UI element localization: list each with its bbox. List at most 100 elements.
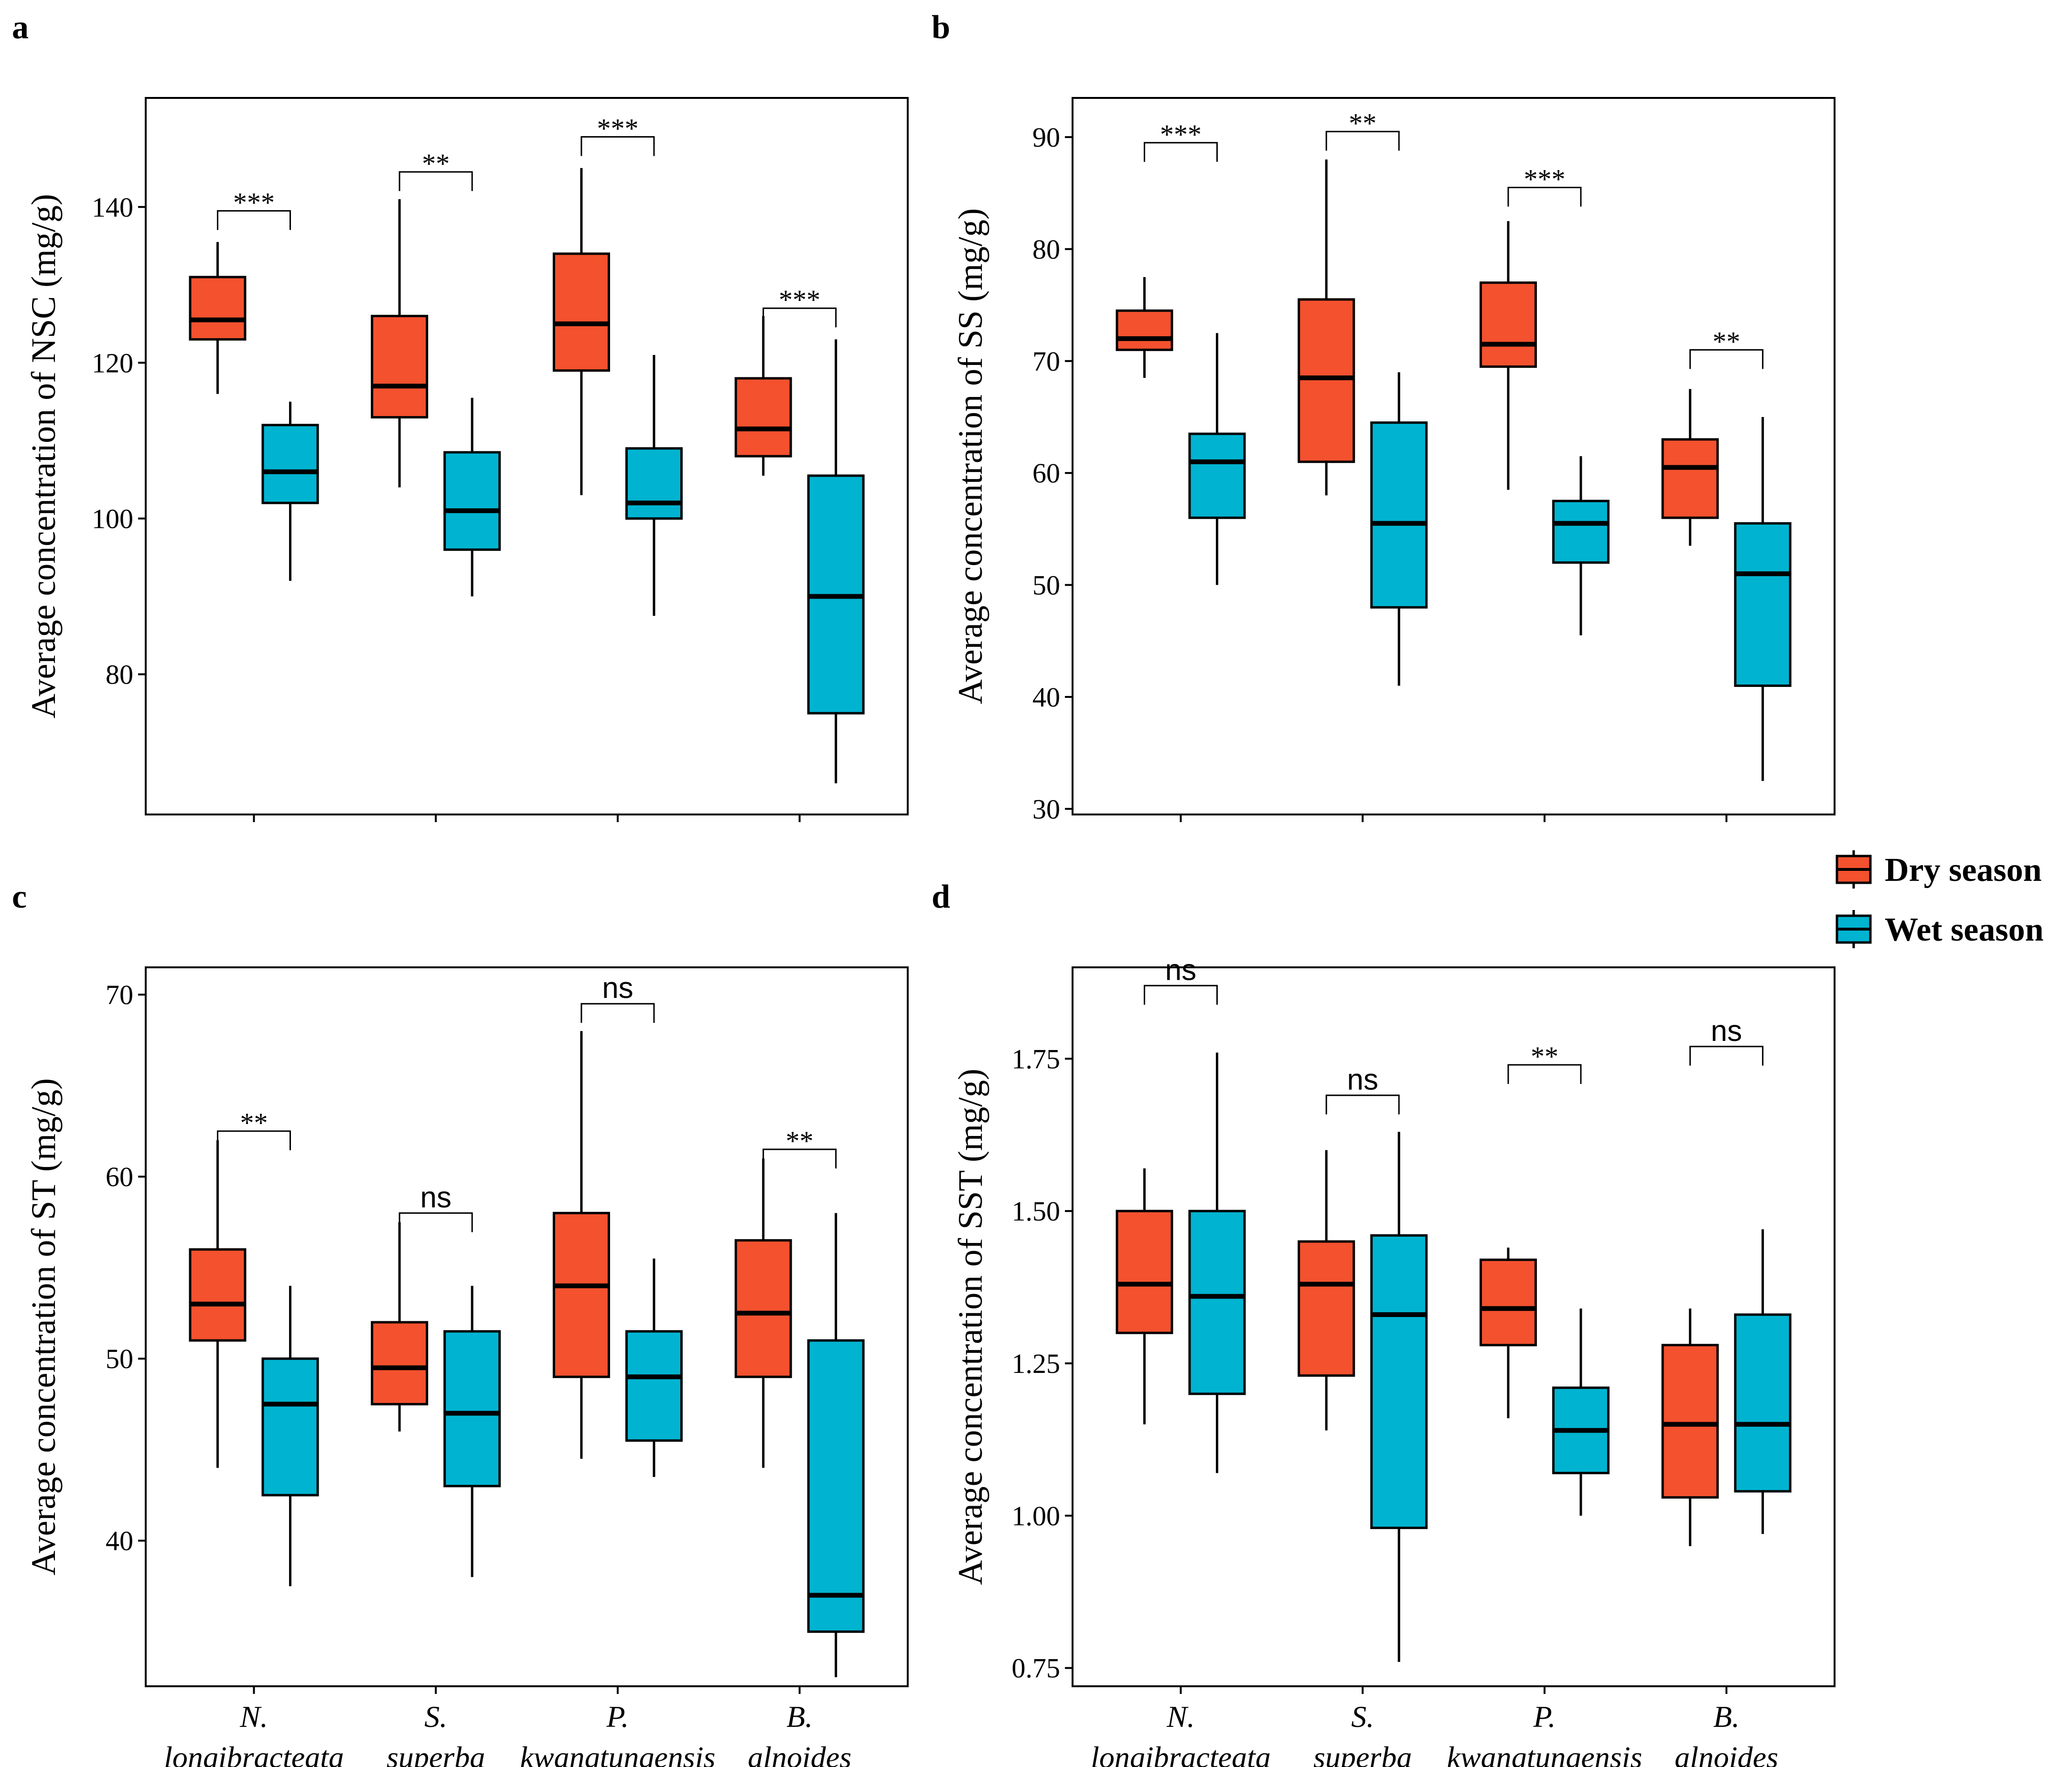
box-dry-2 bbox=[552, 168, 610, 495]
box-iqr bbox=[371, 315, 429, 418]
y-tick-label: 40 bbox=[106, 1525, 133, 1556]
y-tick-label: 1.25 bbox=[1012, 1348, 1061, 1379]
significance-label: ** bbox=[1713, 326, 1740, 357]
box-dry-3 bbox=[734, 1158, 792, 1468]
y-tick-label: 140 bbox=[92, 192, 133, 223]
x-tick-label-species: kwangtungensis bbox=[520, 1740, 716, 1767]
y-axis-label: Average concentration of SS (mg/g) bbox=[951, 208, 989, 704]
bracket-line bbox=[1325, 130, 1400, 151]
box-iqr bbox=[1188, 432, 1246, 519]
box-wet-1 bbox=[1370, 372, 1428, 686]
box-dry-2 bbox=[1479, 221, 1537, 490]
bracket-line bbox=[216, 210, 291, 230]
panel-a: a 80 100 120 140 Average concentration of NSC… bbox=[12, 9, 909, 822]
bracket-line bbox=[580, 136, 655, 156]
significance-bracket: ** bbox=[1325, 107, 1400, 151]
y-tick-label: 40 bbox=[1032, 682, 1060, 713]
significance-bracket: ns bbox=[1325, 1063, 1400, 1114]
y-axis-label: Average concentration of NSC (mg/g) bbox=[24, 194, 63, 718]
box-wet-3 bbox=[807, 339, 865, 783]
panel-letter: a bbox=[12, 9, 29, 46]
significance-label: *** bbox=[779, 284, 820, 315]
bracket-line bbox=[580, 1003, 655, 1023]
y-tick-label: 80 bbox=[106, 659, 133, 690]
legend: Dry season Wet season bbox=[1836, 850, 2044, 948]
bracket-line bbox=[216, 1130, 291, 1150]
box-iqr bbox=[625, 1330, 683, 1442]
x-tick-label-genus: S. bbox=[1351, 1700, 1374, 1734]
box-dry-0 bbox=[1116, 1168, 1173, 1424]
plot-frame bbox=[1072, 97, 1836, 815]
panel-letter: b bbox=[932, 9, 950, 46]
box-dry-0 bbox=[189, 1140, 247, 1468]
significance-bracket: ** bbox=[1507, 1041, 1582, 1084]
x-tick-label-genus: N. bbox=[239, 1700, 268, 1734]
significance-label: ** bbox=[240, 1107, 268, 1138]
significance-label: ns bbox=[1165, 953, 1196, 986]
box-iqr bbox=[1734, 522, 1792, 687]
box-wet-1 bbox=[1370, 1132, 1428, 1662]
box-iqr bbox=[1734, 1313, 1792, 1493]
significance-bracket: *** bbox=[762, 284, 837, 328]
box-dry-1 bbox=[1298, 1150, 1355, 1431]
x-tick-label-species: superba bbox=[1313, 1740, 1412, 1767]
legend-label: Wet season bbox=[1885, 911, 2044, 948]
box-wet-0 bbox=[1188, 333, 1246, 585]
y-tick-label: 70 bbox=[1032, 346, 1060, 377]
significance-label: ** bbox=[1349, 107, 1376, 139]
box-iqr bbox=[443, 451, 501, 551]
x-tick-label-genus: B. bbox=[786, 1700, 813, 1734]
bracket-line bbox=[1143, 985, 1218, 1005]
box-wet-1 bbox=[443, 397, 501, 597]
box-iqr bbox=[734, 1239, 792, 1378]
significance-bracket: ns bbox=[1689, 1015, 1764, 1066]
significance-bracket: ** bbox=[216, 1107, 291, 1150]
significance-label: *** bbox=[233, 187, 275, 218]
plot-frame bbox=[145, 97, 909, 815]
box-wet-3 bbox=[1734, 1229, 1792, 1534]
box-dry-3 bbox=[1661, 389, 1719, 546]
box-iqr bbox=[261, 424, 319, 504]
box-wet-1 bbox=[443, 1285, 501, 1577]
panel-letter: c bbox=[12, 878, 27, 915]
box-iqr bbox=[1298, 298, 1355, 463]
box-iqr bbox=[734, 377, 792, 458]
y-axis-label: Average concentration of ST (mg/g) bbox=[24, 1078, 63, 1575]
box-wet-2 bbox=[1552, 456, 1610, 635]
significance-bracket: ** bbox=[398, 148, 473, 191]
box-wet-0 bbox=[261, 1285, 319, 1586]
box-iqr bbox=[189, 1248, 247, 1342]
x-tick-label-genus: P. bbox=[606, 1700, 629, 1734]
significance-bracket: ** bbox=[1689, 326, 1764, 369]
y-tick-label: 50 bbox=[106, 1343, 133, 1374]
x-tick-label-genus: B. bbox=[1713, 1700, 1739, 1734]
panel-c: c 40 50 60 70 Average concentration of ST (mg… bbox=[12, 878, 909, 1767]
box-dry-0 bbox=[1116, 277, 1173, 378]
box-wet-0 bbox=[1188, 1052, 1246, 1473]
bracket-line bbox=[1689, 349, 1764, 369]
significance-label: ns bbox=[420, 1181, 451, 1214]
bracket-line bbox=[1325, 1094, 1400, 1114]
bracket-line bbox=[1507, 187, 1582, 207]
panel-d: d 0.75 1.00 1.25 1.50 1.75 Average concentrati… bbox=[932, 878, 1836, 1767]
box-dry-2 bbox=[1479, 1247, 1537, 1418]
significance-bracket: *** bbox=[216, 187, 291, 230]
box-iqr bbox=[1116, 1210, 1173, 1334]
y-tick-label: 70 bbox=[106, 979, 133, 1010]
y-tick-label: 1.50 bbox=[1012, 1196, 1061, 1227]
bracket-line bbox=[398, 1212, 473, 1232]
box-iqr bbox=[1479, 281, 1537, 368]
significance-bracket: ** bbox=[762, 1125, 837, 1169]
legend-label: Dry season bbox=[1885, 852, 2042, 889]
box-wet-0 bbox=[261, 401, 319, 581]
legend-item-wet: Wet season bbox=[1836, 910, 2044, 948]
box-iqr bbox=[1661, 1344, 1719, 1499]
bracket-line bbox=[762, 1148, 837, 1169]
box-iqr bbox=[1188, 1210, 1246, 1395]
significance-bracket: ns bbox=[398, 1181, 473, 1232]
x-tick-label-genus: S. bbox=[424, 1700, 447, 1734]
significance-label: *** bbox=[1524, 164, 1565, 195]
box-wet-2 bbox=[625, 355, 683, 616]
box-iqr bbox=[625, 447, 683, 520]
